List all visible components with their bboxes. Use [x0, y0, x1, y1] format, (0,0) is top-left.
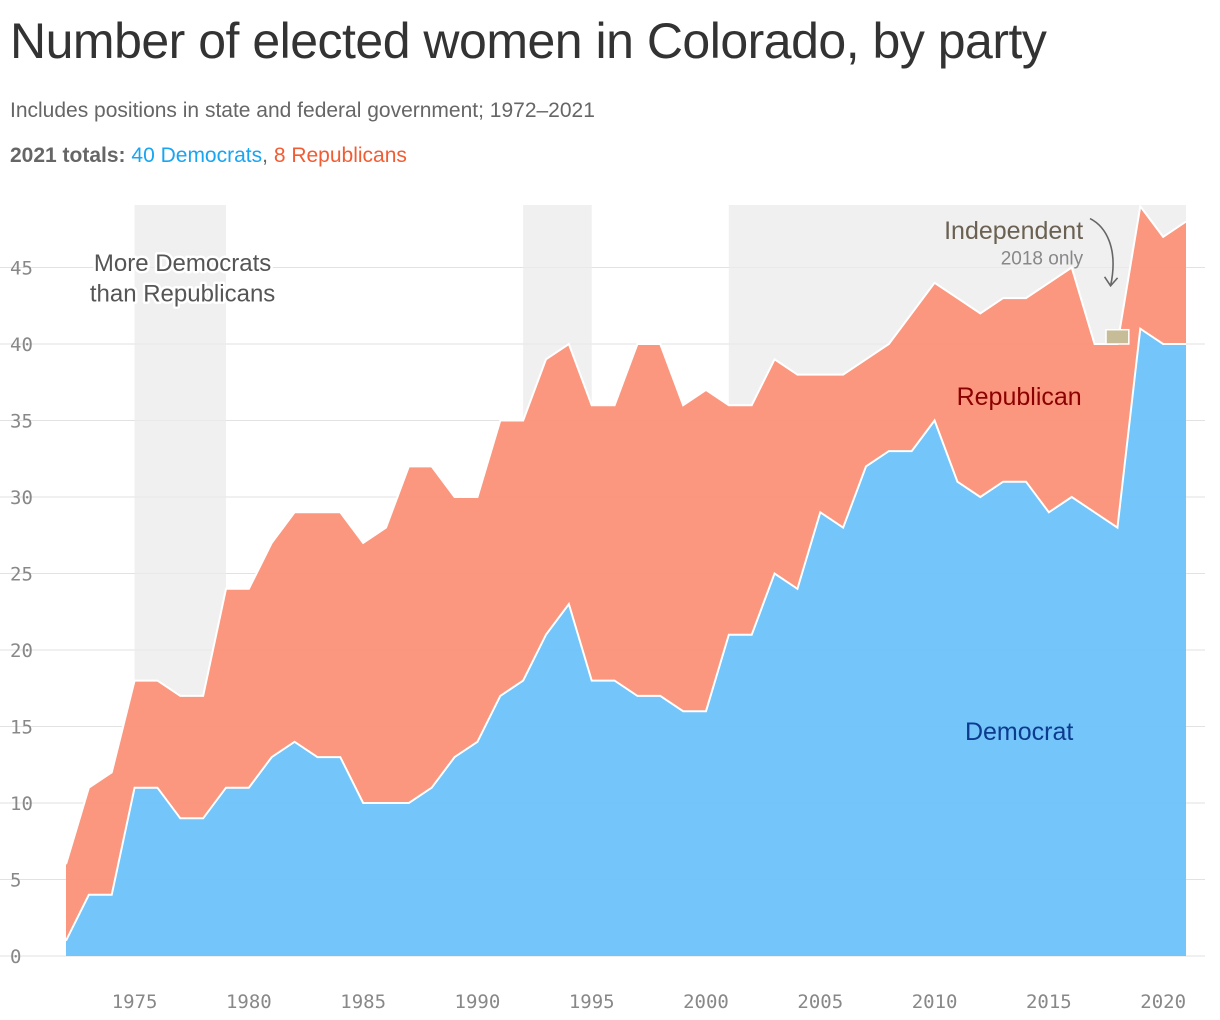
x-tick-1990: 1990 — [455, 991, 501, 1013]
x-tick-2010: 2010 — [912, 991, 958, 1013]
shaded-label-line-2: than Republicans — [90, 281, 275, 308]
independent-arrow — [1089, 217, 1114, 287]
y-tick-35: 35 — [10, 411, 33, 433]
y-tick-0: 0 — [10, 946, 21, 968]
democrat-line — [65, 326, 1186, 942]
x-tick-1980: 1980 — [226, 991, 272, 1013]
totals-label: 2021 totals: — [10, 144, 126, 167]
chart-title: Number of elected women in Colorado, by … — [10, 13, 1047, 69]
independent-block-2018 — [1105, 328, 1130, 345]
y-tick-5: 5 — [10, 870, 21, 892]
republican-label: Republican — [957, 383, 1082, 411]
x-tick-2000: 2000 — [683, 991, 729, 1013]
annotations: More Democrats than Republicans Independ… — [87, 217, 1119, 746]
y-tick-15: 15 — [10, 717, 33, 739]
totals-republicans: 8 Republicans — [273, 144, 407, 167]
independent-label: Independent — [944, 217, 1083, 245]
y-tick-30: 30 — [10, 487, 33, 509]
democrat-label: Democrat — [965, 718, 1073, 746]
totals-separator: , — [262, 144, 268, 167]
shaded-label-line-1: More Democrats — [94, 250, 271, 277]
y-tick-25: 25 — [10, 564, 33, 586]
y-tick-20: 20 — [10, 640, 33, 662]
x-tick-2015: 2015 — [1026, 991, 1072, 1013]
independent-note: 2018 only — [1001, 248, 1084, 269]
republican-line — [65, 203, 1187, 865]
y-tick-10: 10 — [10, 793, 33, 815]
totals-line: 2021 totals: 40 Democrats, 8 Republicans — [10, 144, 407, 168]
x-tick-2005: 2005 — [797, 991, 843, 1013]
y-tick-45: 45 — [10, 258, 33, 280]
x-axis-ticks: 1975 1980 1985 1990 1995 2000 2005 2010 2015 2020 — [112, 991, 1186, 1013]
y-tick-40: 40 — [10, 334, 33, 356]
x-tick-1985: 1985 — [340, 991, 386, 1013]
democrat-area — [66, 328, 1186, 956]
area-series — [65, 203, 1187, 956]
x-tick-1995: 1995 — [569, 991, 615, 1013]
republican-area — [66, 206, 1186, 941]
totals-democrats: 40 Democrats — [131, 144, 263, 167]
x-tick-1975: 1975 — [112, 991, 158, 1013]
x-tick-2020: 2020 — [1140, 991, 1186, 1013]
y-axis-ticks: 0 5 10 15 20 25 30 35 40 45 — [10, 258, 33, 969]
independent-arrowhead — [1103, 276, 1119, 288]
chart-subtitle: Includes positions in state and federal … — [10, 99, 595, 122]
